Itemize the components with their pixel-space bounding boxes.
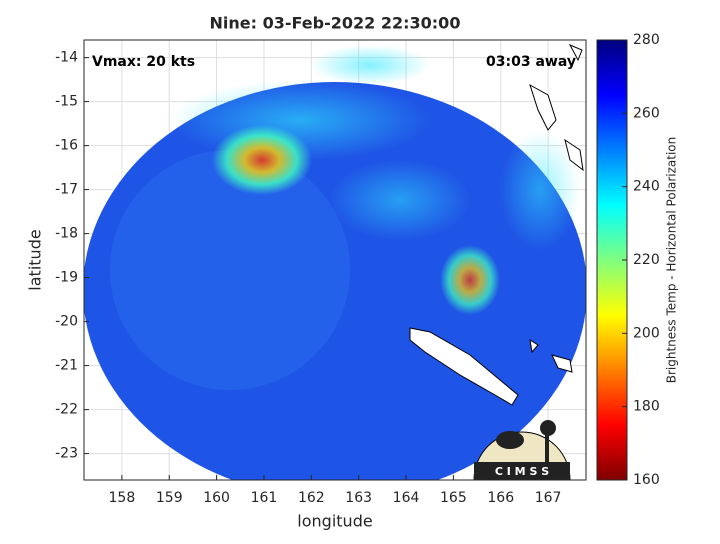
colorbar-tick-label: 240	[633, 179, 660, 195]
brightness-field: C I M S S	[84, 44, 586, 480]
colorbar-ticks: 160 180 200 220 240 260 280	[622, 32, 660, 488]
colorbar-tick-label: 220	[633, 252, 660, 268]
x-tick-label: 161	[251, 490, 278, 506]
cloud	[330, 160, 470, 240]
logo-text: C I M S S	[495, 465, 549, 478]
y-axis-label: latitude	[26, 229, 45, 290]
colorbar-tick-label: 200	[633, 325, 660, 341]
plot-frame	[83, 39, 587, 481]
y-tick-label: -16	[55, 138, 78, 154]
logo-tower	[545, 428, 549, 463]
x-tick-label: 165	[440, 490, 467, 506]
logo-dish	[496, 431, 524, 449]
logo-band	[474, 462, 570, 480]
logo-tank	[540, 420, 556, 436]
cloud	[500, 130, 580, 250]
axis-ticks: 158 159 160 161 162 163 164 165 166 167 -14 -15 -16 -…	[55, 50, 561, 506]
y-tick-label: -21	[55, 358, 78, 374]
y-tick-label: -22	[55, 402, 78, 418]
y-tick-label: -17	[55, 182, 78, 198]
coastline	[409, 327, 519, 406]
x-tick-label: 163	[345, 490, 372, 506]
x-tick-label: 158	[109, 490, 136, 506]
colorbar-tick-label: 160	[633, 472, 660, 488]
x-tick-label: 160	[203, 490, 230, 506]
colorbar-tick-label: 260	[633, 105, 660, 121]
colorbar-label: Brightness Temp - Horizontal Polarizatio…	[665, 137, 679, 384]
x-tick-label: 164	[393, 490, 420, 506]
x-tick-label: 159	[156, 490, 183, 506]
colorbar-tick-label: 280	[633, 32, 660, 48]
y-tick-label: -23	[55, 446, 78, 462]
y-tick-label: -14	[55, 50, 78, 66]
chart-title: Nine: 03-Feb-2022 22:30:00	[210, 14, 461, 33]
y-tick-label: -20	[55, 314, 78, 330]
x-tick-label: 167	[535, 490, 562, 506]
x-tick-label: 162	[298, 490, 325, 506]
cloud	[110, 150, 350, 390]
plot-area: C I M S S 158 159 160 161 162 163 164 165 166 167…	[55, 39, 587, 506]
cloud	[212, 125, 312, 195]
island	[529, 44, 584, 373]
logo: C I M S S	[473, 420, 571, 480]
y-tick-label: -15	[55, 94, 78, 110]
cloud	[310, 45, 430, 85]
x-tick-label: 166	[487, 490, 514, 506]
y-tick-label: -19	[55, 270, 78, 286]
x-axis-label: longitude	[297, 512, 372, 531]
cloud	[440, 245, 500, 315]
colorbar-tick-label: 180	[633, 399, 660, 415]
annotation: Vmax: 20 kts	[92, 54, 195, 70]
y-tick-label: -18	[55, 226, 78, 242]
annotation: 03:03 away	[486, 54, 576, 70]
